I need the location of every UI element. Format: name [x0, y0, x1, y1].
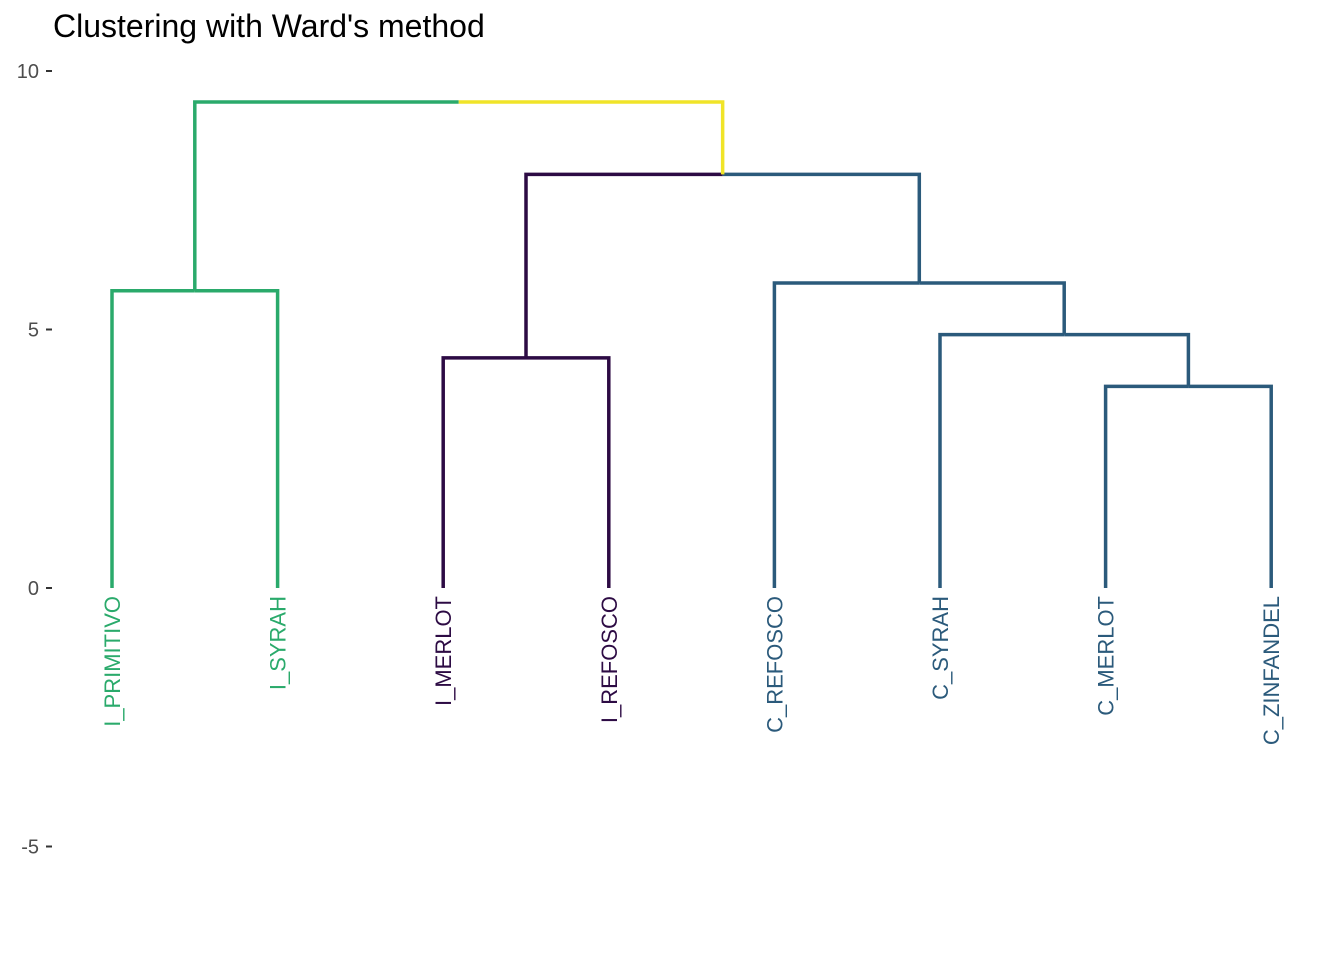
- branch-right: [194, 288, 280, 588]
- leaf-label: I_MERLOT: [431, 596, 456, 706]
- branch-left: [938, 332, 1065, 588]
- branch-left: [1103, 384, 1189, 588]
- branch-right: [458, 100, 725, 175]
- branch-right: [1188, 384, 1273, 588]
- y-tick-label: -5: [21, 837, 39, 859]
- branch-right: [919, 281, 1066, 335]
- branch-right: [526, 356, 611, 588]
- y-tick-label: 10: [17, 61, 39, 83]
- y-tick-label: 0: [28, 578, 39, 600]
- dendrogram-branches: [110, 100, 1273, 588]
- y-axis: -5 0 5 10: [17, 61, 52, 859]
- branch-left: [772, 281, 920, 588]
- leaf-label: I_REFOSCO: [597, 596, 622, 723]
- leaf-label: C_MERLOT: [1094, 596, 1119, 716]
- branch-left: [524, 172, 723, 358]
- leaf-label: I_SYRAH: [266, 596, 291, 690]
- leaf-label: C_ZINFANDEL: [1259, 596, 1284, 745]
- branch-left: [441, 356, 526, 588]
- branch-left: [193, 100, 459, 291]
- leaf-label: I_PRIMITIVO: [100, 596, 125, 727]
- branch-right: [722, 172, 922, 283]
- leaf-label: C_SYRAH: [928, 596, 953, 700]
- branch-right: [1064, 332, 1191, 387]
- y-tick-label: 5: [28, 320, 39, 342]
- leaf-label: C_REFOSCO: [762, 596, 787, 733]
- branch-left: [110, 288, 195, 588]
- chart-title: Clustering with Ward's method: [53, 8, 485, 44]
- leaf-labels: I_PRIMITIVO I_SYRAH I_MERLOT I_REFOSCO C_REF…: [100, 596, 1284, 745]
